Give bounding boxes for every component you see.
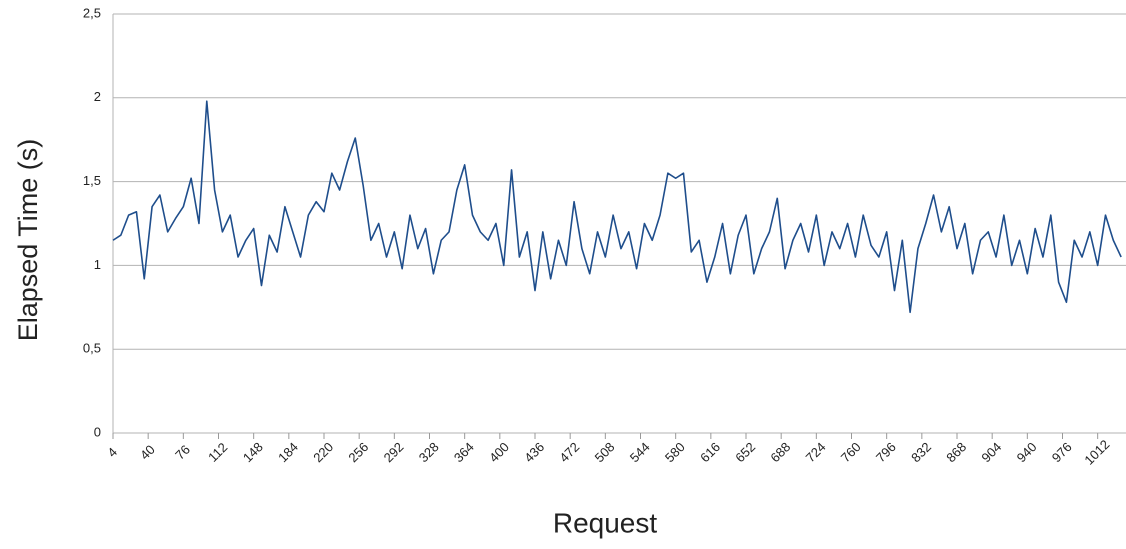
y-tick-label: 0 <box>94 424 101 439</box>
x-tick-label: 148 <box>240 439 266 465</box>
x-tick-label: 256 <box>345 439 371 465</box>
x-tick-label: 976 <box>1049 439 1075 465</box>
x-tick-label: 580 <box>662 439 688 465</box>
x-tick-label: 868 <box>943 439 969 465</box>
x-tick-label: 832 <box>908 439 934 465</box>
x-tick-label: 652 <box>732 439 758 465</box>
x-tick-label: 616 <box>697 439 723 465</box>
line-series <box>112 100 1122 314</box>
x-tick-label: 112 <box>205 440 230 465</box>
x-tick-label: 76 <box>172 442 193 463</box>
x-axis-title: Request <box>553 507 658 538</box>
y-tick-label: 2,5 <box>83 5 101 20</box>
x-tick-label: 184 <box>275 439 301 465</box>
x-tick-label: 544 <box>627 439 653 465</box>
x-tick-label: 436 <box>521 439 547 465</box>
y-axis-title: Elapsed Time (s) <box>13 139 43 342</box>
x-tick-label: 4 <box>104 444 120 460</box>
x-tick-label: 328 <box>416 439 442 465</box>
y-tick-label: 1,5 <box>83 173 101 188</box>
x-tick-label: 1012 <box>1081 437 1112 468</box>
y-tick-label: 1 <box>94 257 101 272</box>
x-tick-label: 796 <box>873 439 899 465</box>
x-tick-label: 400 <box>486 439 512 465</box>
x-tick-label: 760 <box>838 439 864 465</box>
y-tick-label: 2 <box>94 89 101 104</box>
x-tick-label: 940 <box>1014 439 1040 465</box>
x-tick-label: 40 <box>137 442 158 463</box>
x-tick-label: 688 <box>767 439 793 465</box>
x-tick-label: 472 <box>556 439 582 465</box>
x-tick-label: 724 <box>803 439 829 465</box>
y-tick-label: 0,5 <box>83 341 101 356</box>
x-tick-label: 904 <box>978 439 1004 465</box>
x-tick-label: 220 <box>310 439 336 465</box>
x-tick-label: 292 <box>381 439 407 465</box>
x-tick-label: 364 <box>451 439 477 465</box>
x-tick-label: 508 <box>592 439 618 465</box>
